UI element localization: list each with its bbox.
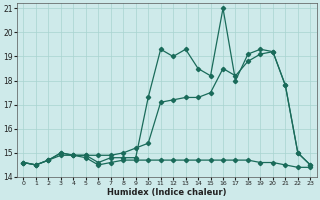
X-axis label: Humidex (Indice chaleur): Humidex (Indice chaleur) — [107, 188, 227, 197]
